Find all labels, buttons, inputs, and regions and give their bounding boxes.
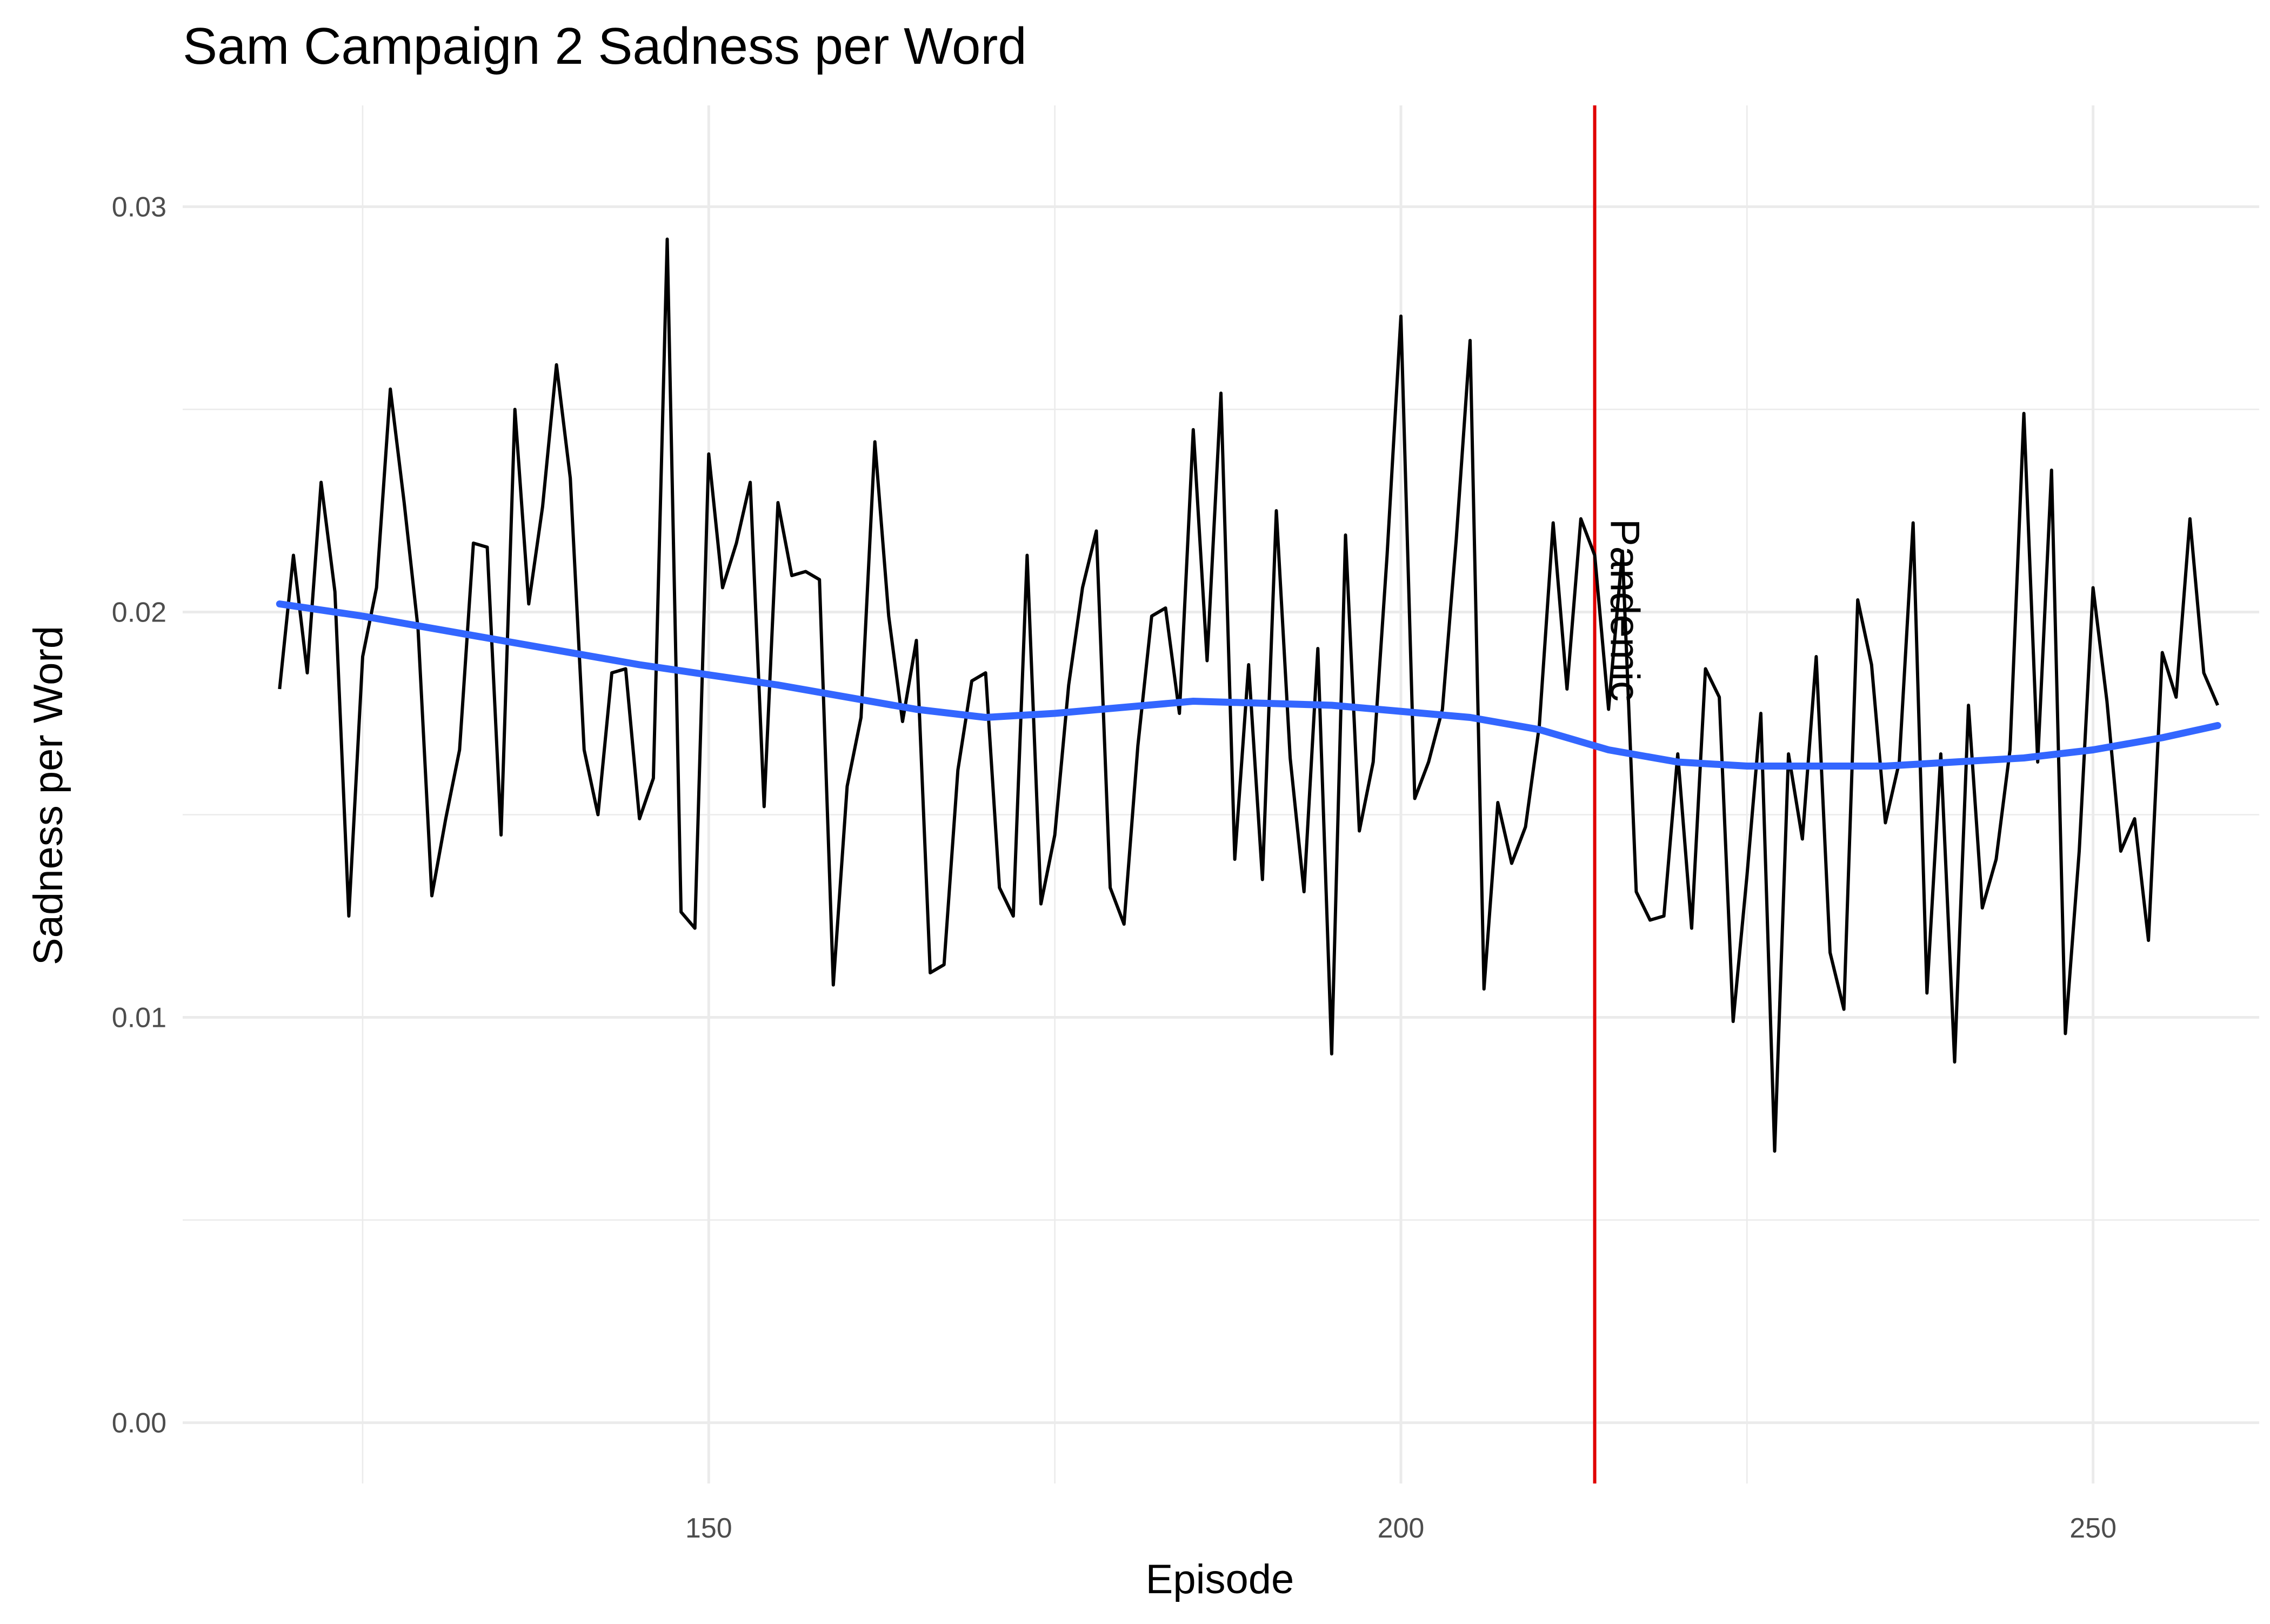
x-tick-label: 250 (2069, 1513, 2117, 1544)
y-tick-label: 0.01 (112, 1003, 166, 1034)
y-axis-title: Sadness per Word (25, 626, 71, 965)
x-tick-label: 200 (1378, 1513, 1425, 1544)
smoothed-trend-line (276, 600, 2221, 770)
series-layer (276, 237, 2221, 1153)
annotation-layer: Pandemic (1593, 105, 1648, 1483)
x-axis-title: Episode (1146, 1556, 1294, 1602)
chart-title: Sam Campaign 2 Sadness per Word (183, 17, 1027, 75)
y-axis-ticks: 0.00 0.01 0.02 0.03 (112, 192, 166, 1439)
x-tick-label: 150 (685, 1513, 732, 1544)
y-tick-label: 0.02 (112, 597, 166, 629)
y-tick-label: 0.03 (112, 192, 166, 223)
y-tick-label: 0.00 (112, 1408, 166, 1439)
x-axis-ticks: 150 200 250 (685, 1513, 2117, 1544)
grid (183, 105, 2259, 1483)
sadness-per-word-series-line (278, 237, 2219, 1153)
